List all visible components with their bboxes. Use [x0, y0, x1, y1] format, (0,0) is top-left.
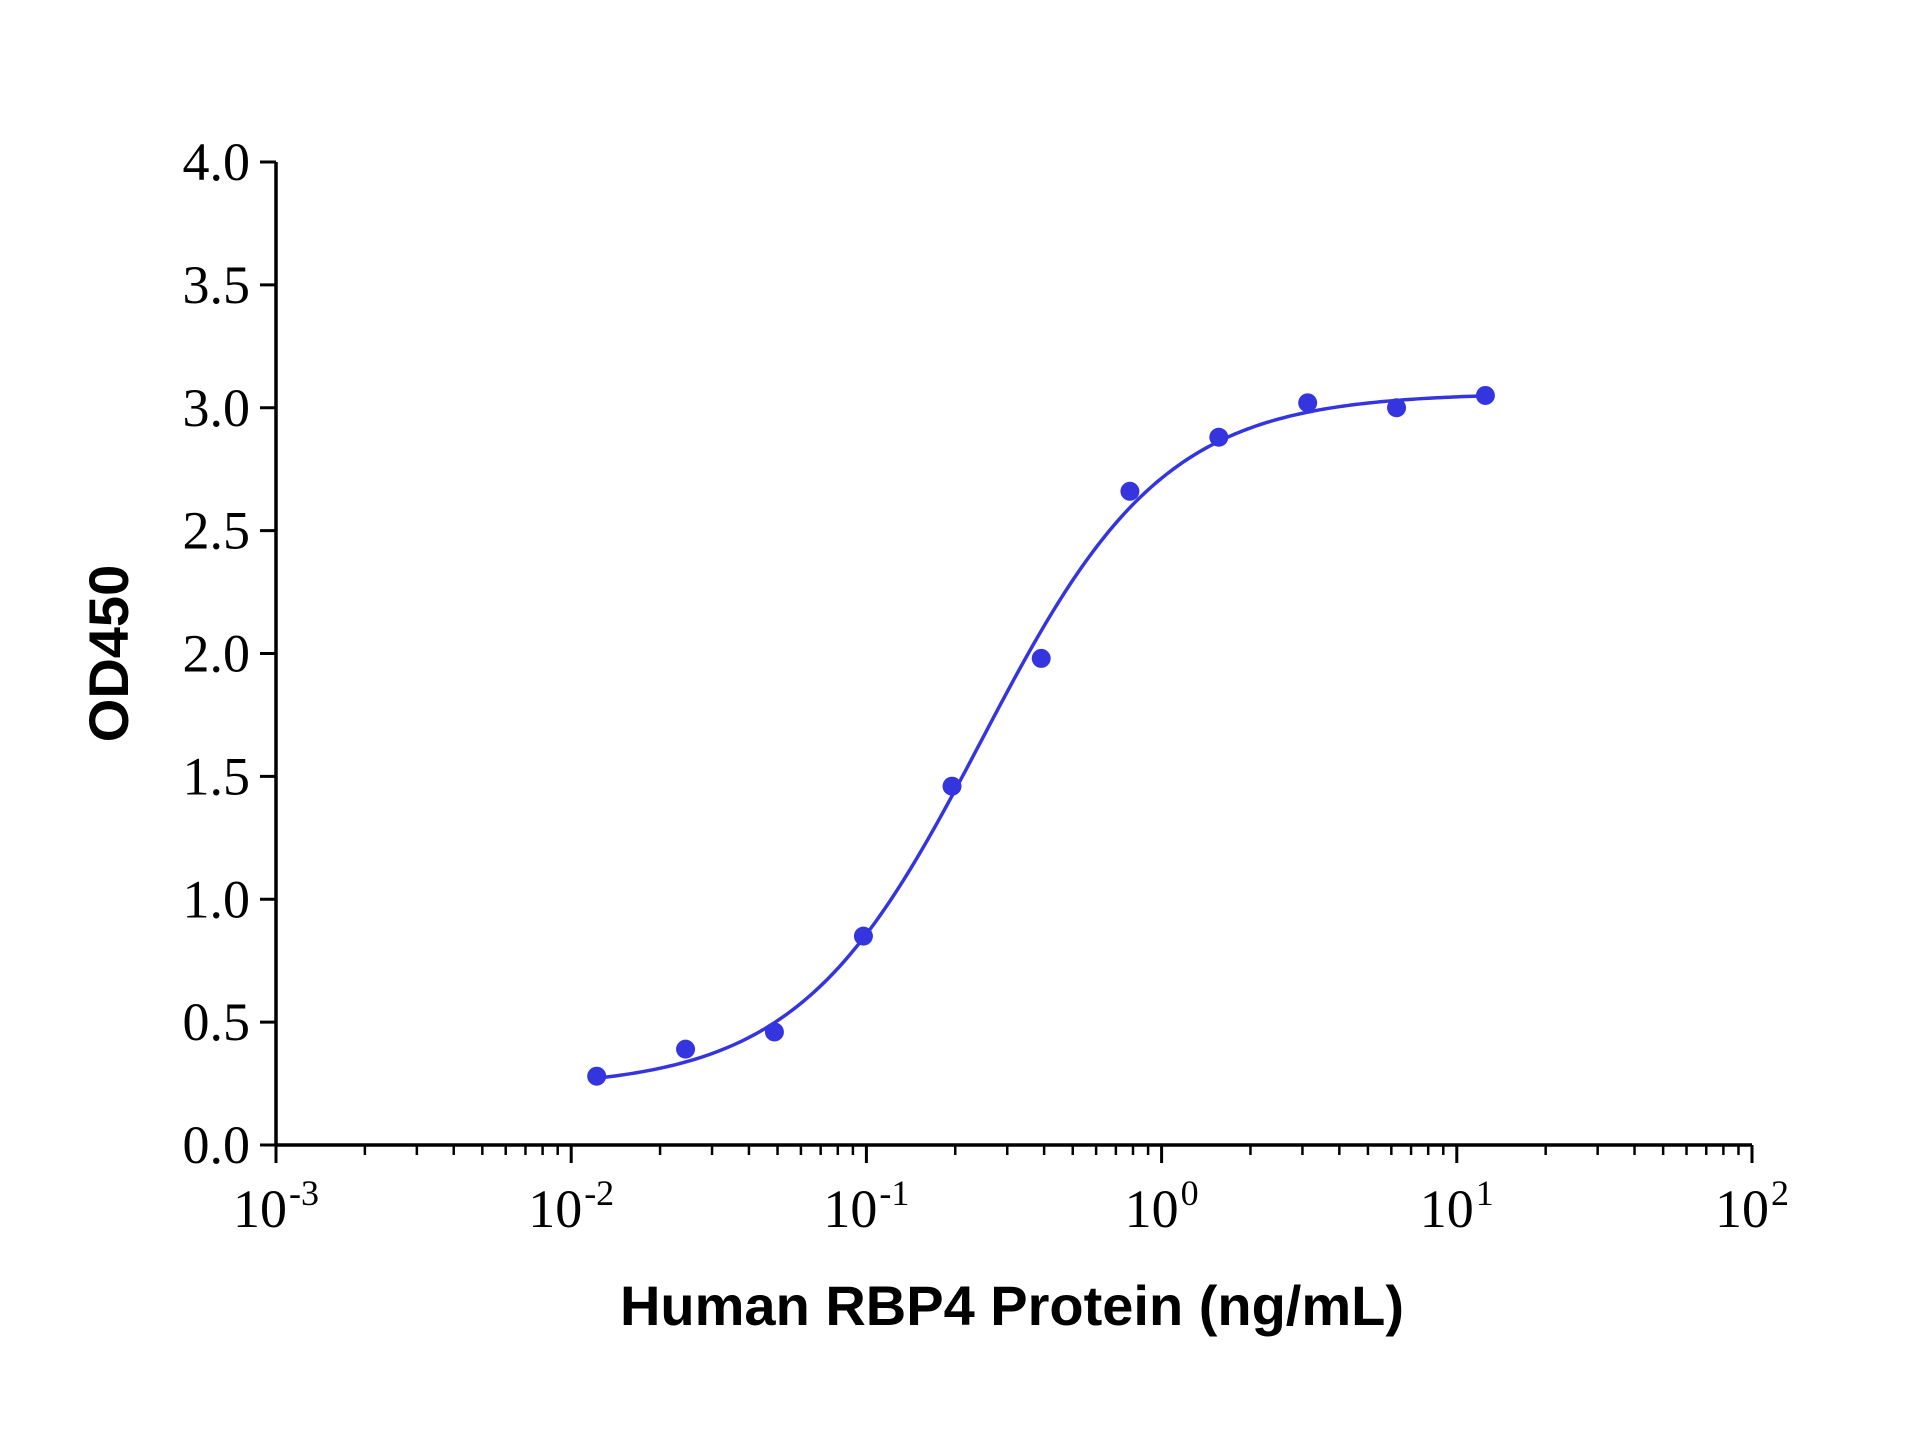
- data-point-8: [1298, 393, 1318, 413]
- x-tick-label: 100: [1125, 1173, 1199, 1239]
- data-point-4: [942, 776, 962, 796]
- x-tick-label: 10-3: [233, 1173, 319, 1239]
- data-points: [587, 385, 1495, 1086]
- y-tick-label: 1.5: [183, 746, 251, 806]
- y-tick-label: 0.0: [183, 1115, 251, 1175]
- data-point-1: [676, 1039, 696, 1059]
- data-point-0: [587, 1066, 607, 1086]
- data-point-9: [1387, 398, 1407, 418]
- data-point-3: [853, 926, 873, 946]
- x-tick-label: 101: [1420, 1173, 1494, 1239]
- x-tick-label: 102: [1715, 1173, 1789, 1239]
- fit-curve: [596, 394, 1486, 1080]
- x-tick-label: 10-2: [528, 1173, 614, 1239]
- x-axis-title: Human RBP4 Protein (ng/mL): [620, 1274, 1404, 1337]
- y-tick-label: 2.5: [183, 501, 251, 561]
- data-point-7: [1209, 427, 1229, 447]
- plot-area: [587, 385, 1495, 1086]
- data-point-5: [1031, 648, 1051, 668]
- y-axis-ticks: 0.0 0.5 1.0 1.5 2.0 2.5 3.0 3.5 4.0: [183, 132, 276, 1175]
- y-tick-label: 1.0: [183, 869, 251, 929]
- y-tick-label: 0.5: [183, 992, 251, 1052]
- y-axis-title: OD450: [77, 565, 140, 742]
- data-point-10: [1475, 385, 1495, 405]
- data-point-2: [764, 1022, 784, 1042]
- y-tick-label: 3.0: [183, 378, 251, 438]
- data-point-6: [1120, 481, 1140, 501]
- y-tick-label: 2.0: [183, 624, 251, 684]
- x-tick-label: 10-1: [823, 1173, 909, 1239]
- y-tick-label: 4.0: [183, 132, 251, 192]
- x-axis-ticks: 10-3 10-2 10-1 100 101 102: [233, 1145, 1789, 1239]
- y-tick-label: 3.5: [183, 255, 251, 315]
